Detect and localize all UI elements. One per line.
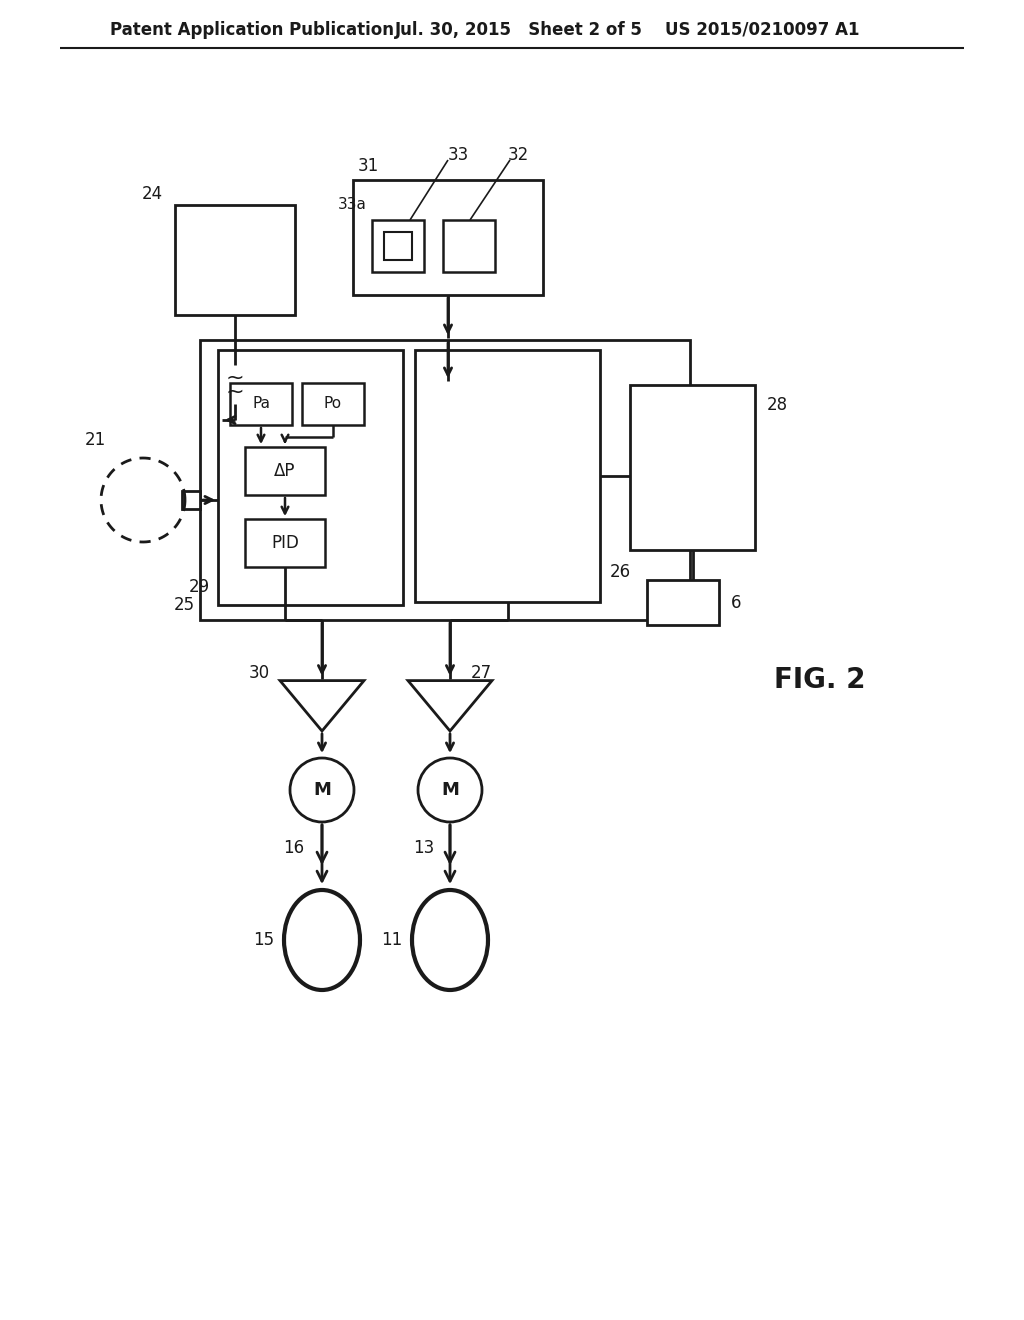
Bar xyxy=(182,491,200,510)
Text: ~: ~ xyxy=(225,381,245,403)
Text: 31: 31 xyxy=(358,157,379,176)
Bar xyxy=(353,180,543,294)
Bar xyxy=(245,447,325,495)
Text: Patent Application Publication: Patent Application Publication xyxy=(110,21,394,40)
Text: Jul. 30, 2015   Sheet 2 of 5: Jul. 30, 2015 Sheet 2 of 5 xyxy=(395,21,643,40)
Bar xyxy=(415,350,600,602)
Text: PID: PID xyxy=(271,535,299,552)
Text: Po: Po xyxy=(324,396,342,412)
Text: 32: 32 xyxy=(508,147,529,164)
Bar xyxy=(230,383,292,425)
Bar xyxy=(175,205,295,315)
Text: 26: 26 xyxy=(610,564,631,581)
Text: ~: ~ xyxy=(225,368,245,388)
Text: 29: 29 xyxy=(188,578,210,597)
Text: FIG. 2: FIG. 2 xyxy=(774,667,865,694)
Bar xyxy=(302,383,364,425)
Text: US 2015/0210097 A1: US 2015/0210097 A1 xyxy=(665,21,859,40)
Text: 25: 25 xyxy=(174,597,195,614)
Text: 15: 15 xyxy=(253,931,274,949)
Text: M: M xyxy=(313,781,331,799)
Bar xyxy=(245,519,325,568)
Bar xyxy=(443,220,495,272)
Text: Pa: Pa xyxy=(252,396,270,412)
Text: 11: 11 xyxy=(381,931,402,949)
Text: ΔP: ΔP xyxy=(274,462,296,480)
Bar xyxy=(647,579,719,624)
Text: 33: 33 xyxy=(449,147,469,164)
Text: 28: 28 xyxy=(767,396,788,414)
Text: 33a: 33a xyxy=(338,197,367,213)
Bar xyxy=(218,350,403,605)
Bar xyxy=(372,220,424,272)
Text: 30: 30 xyxy=(249,664,270,681)
Text: 13: 13 xyxy=(413,840,434,857)
Bar xyxy=(630,385,755,550)
Text: 24: 24 xyxy=(142,185,163,203)
Text: 27: 27 xyxy=(471,664,493,681)
Text: 21: 21 xyxy=(85,432,106,449)
Text: M: M xyxy=(441,781,459,799)
Bar xyxy=(384,232,412,260)
Bar xyxy=(200,341,690,620)
Text: 6: 6 xyxy=(731,594,741,611)
Text: 16: 16 xyxy=(283,840,304,857)
